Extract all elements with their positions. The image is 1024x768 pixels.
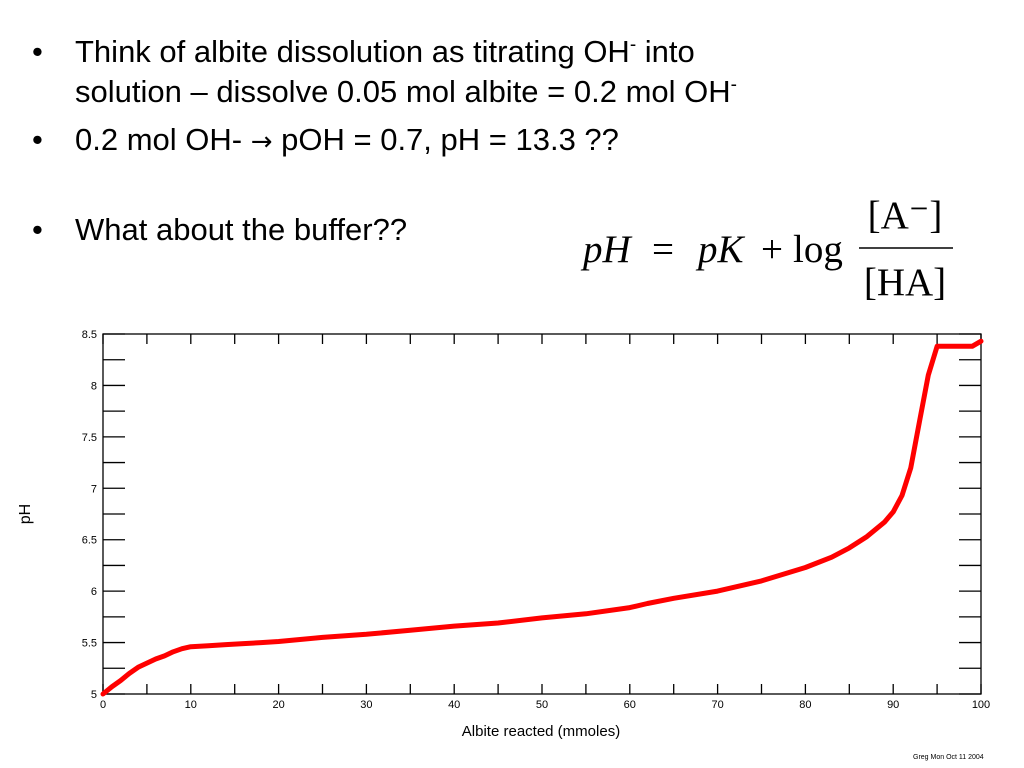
y-tick-label: 8 bbox=[91, 380, 97, 392]
x-tick-label: 40 bbox=[448, 699, 460, 711]
formula-plus: + bbox=[761, 228, 783, 271]
bullet-1-text-after: into bbox=[636, 34, 695, 69]
henderson-hasselbalch-formula: pH = pK + log [A⁻] [HA] bbox=[580, 194, 953, 304]
bullet-buffer-question: What about the buffer?? bbox=[30, 210, 930, 250]
formula-pk: pK bbox=[695, 228, 746, 271]
bullet-list: Think of albite dissolution as titrating… bbox=[30, 32, 930, 250]
bullet-poh-calculation: 0.2 mol OH- → pOH = 0.7, pH = 13.3 ?? bbox=[30, 120, 930, 162]
formula-ph: pH bbox=[580, 228, 633, 271]
x-tick-label: 80 bbox=[799, 699, 811, 711]
bullet-1-superscript: - bbox=[629, 34, 637, 56]
series-line-0 bbox=[100, 338, 984, 697]
x-tick-label: 20 bbox=[272, 699, 284, 711]
x-axis-title: Albite reacted (mmoles) bbox=[462, 723, 620, 740]
x-tick-label: 50 bbox=[536, 699, 548, 711]
x-tick-label: 90 bbox=[887, 699, 899, 711]
bullet-1-superscript-2: - bbox=[730, 74, 737, 96]
formula-numerator: [A⁻] bbox=[868, 194, 943, 237]
y-tick-label: 5.5 bbox=[82, 638, 97, 650]
formula-log: log bbox=[793, 228, 843, 271]
formula-equals: = bbox=[652, 228, 674, 271]
x-tick-label: 70 bbox=[711, 699, 723, 711]
bullet-2-text: 0.2 mol OH- bbox=[75, 122, 251, 157]
x-tick-label: 60 bbox=[624, 699, 636, 711]
bullet-2-text-after: pOH = 0.7, pH = 13.3 ?? bbox=[272, 122, 619, 157]
bullet-1-line-2: solution – dissolve 0.05 mol albite = 0.… bbox=[75, 74, 731, 109]
y-tick-label: 5 bbox=[91, 689, 97, 701]
y-tick-label: 7 bbox=[91, 483, 97, 495]
right-arrow-icon: → bbox=[250, 127, 273, 157]
y-tick-label: 6.5 bbox=[82, 535, 97, 547]
ph-titration-chart: pH 0 10 20 30 40 50 60 70 80 90 100 5 5.5 6 6.5 7 7.5 8 8.… bbox=[17, 329, 990, 740]
y-tick-label: 8.5 bbox=[82, 329, 97, 341]
formula-denominator: [HA] bbox=[864, 261, 946, 304]
y-tick-label: 7.5 bbox=[82, 432, 97, 444]
bullet-1-text: Think of albite dissolution as titrating… bbox=[75, 34, 630, 69]
x-tick-label: 100 bbox=[972, 699, 990, 711]
x-tick-label: 30 bbox=[360, 699, 372, 711]
bullet-albite-titration: Think of albite dissolution as titrating… bbox=[30, 32, 930, 112]
author-credit: Greg Mon Oct 11 2004 bbox=[913, 754, 984, 761]
y-axis-title: pH bbox=[17, 504, 34, 524]
bullet-3-text: What about the buffer?? bbox=[75, 212, 408, 247]
x-tick-label: 10 bbox=[185, 699, 197, 711]
x-tick-label: 0 bbox=[100, 699, 106, 711]
y-tick-label: 6 bbox=[91, 586, 97, 598]
plot-frame bbox=[102, 333, 982, 695]
